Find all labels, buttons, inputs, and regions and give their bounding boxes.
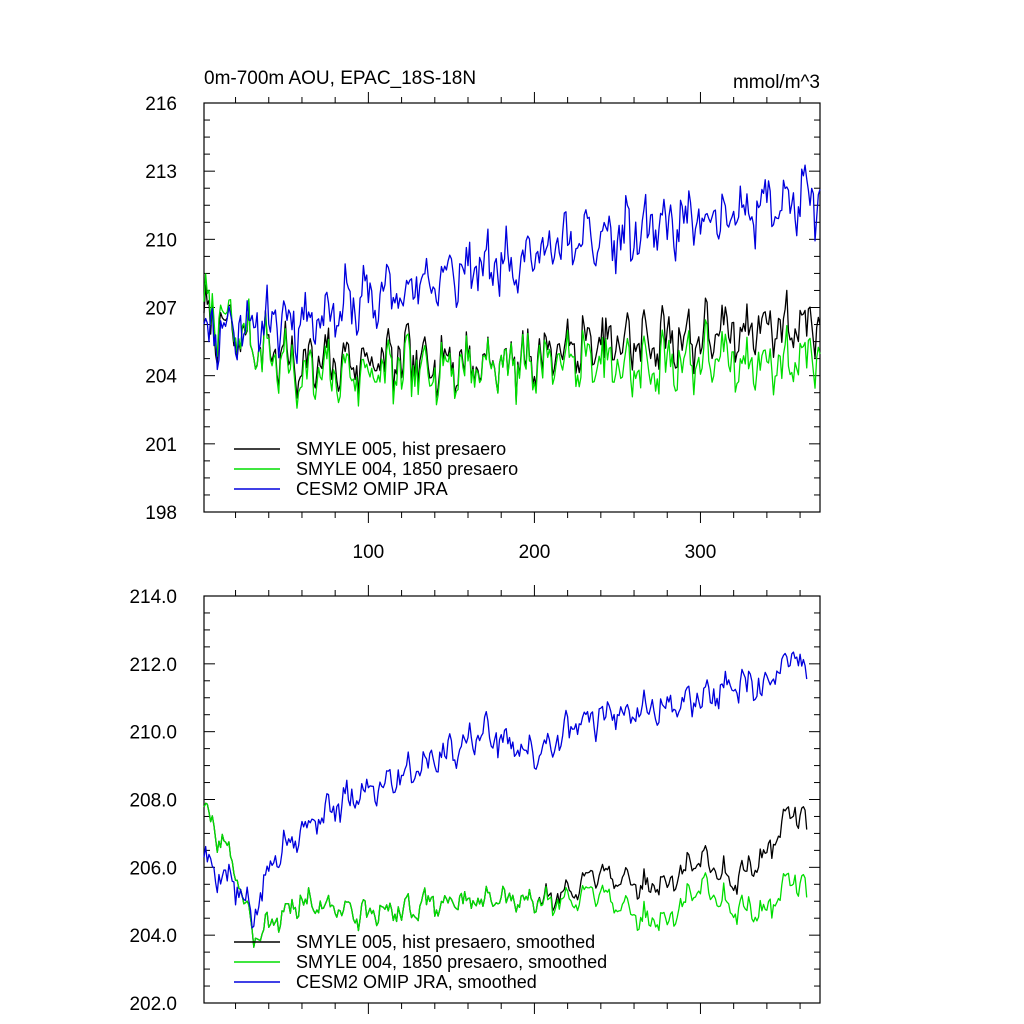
series-line-smyle-005-hist-presaero xyxy=(203,284,821,403)
bottom-axes: 202.0 204.0 206.0 208.0 210.0 212.0 214.0 xyxy=(129,585,821,1015)
legend-label: SMYLE 004, 1850 presaero xyxy=(296,459,518,479)
y-tick-label: 207 xyxy=(145,299,177,320)
x-tick-label: 100 xyxy=(353,542,385,563)
x-tick-label: 300 xyxy=(685,542,717,563)
series-line-cesm2-omip-jra xyxy=(203,164,821,371)
series-line-smyle-004-1850-presaero-smoothed xyxy=(203,802,808,948)
y-tick-label: 204 xyxy=(145,367,177,388)
bottom-legend: SMYLE 005, hist presaero, smoothedSMYLE … xyxy=(234,932,607,992)
y-tick-label: 212.0 xyxy=(129,655,177,676)
legend-label: SMYLE 005, hist presaero xyxy=(296,439,506,459)
chart-title: 0m-700m AOU, EPAC_18S-18N xyxy=(204,68,476,89)
bottom-panel: 202.0 204.0 206.0 208.0 210.0 212.0 214.0 SMYL… xyxy=(129,585,821,1015)
x-tick-label: 200 xyxy=(519,542,551,563)
legend-label: SMYLE 005, hist presaero, smoothed xyxy=(296,932,595,952)
legend-label: CESM2 OMIP JRA, smoothed xyxy=(296,972,537,992)
y-tick-label: 210 xyxy=(145,230,177,251)
top-series-lines xyxy=(203,164,821,409)
y-tick-label: 216 xyxy=(145,94,177,115)
top-axes: 198 201 204 207 210 213 216 100 200 300 xyxy=(145,92,821,563)
bottom-series-lines xyxy=(203,651,808,948)
y-tick-label: 208.0 xyxy=(129,791,177,812)
series-line-smyle-005-hist-presaero-smoothed xyxy=(203,802,808,948)
y-tick-label: 213 xyxy=(145,162,177,183)
units-label: mmol/m^3 xyxy=(733,72,820,93)
series-line-cesm2-omip-jra-smoothed xyxy=(203,651,808,929)
y-tick-label: 214.0 xyxy=(129,587,177,608)
y-tick-label: 201 xyxy=(145,435,177,456)
y-tick-label: 210.0 xyxy=(129,723,177,744)
y-tick-label: 202.0 xyxy=(129,994,177,1015)
legend-label: CESM2 OMIP JRA xyxy=(296,479,448,499)
series-line-smyle-004-1850-presaero xyxy=(203,273,821,409)
y-tick-label: 204.0 xyxy=(129,926,177,947)
y-tick-label: 206.0 xyxy=(129,858,177,879)
legend-label: SMYLE 004, 1850 presaero, smoothed xyxy=(296,952,607,972)
y-tick-label: 198 xyxy=(145,503,177,524)
top-panel: 0m-700m AOU, EPAC_18S-18N mmol/m^3 198 20… xyxy=(145,68,821,563)
